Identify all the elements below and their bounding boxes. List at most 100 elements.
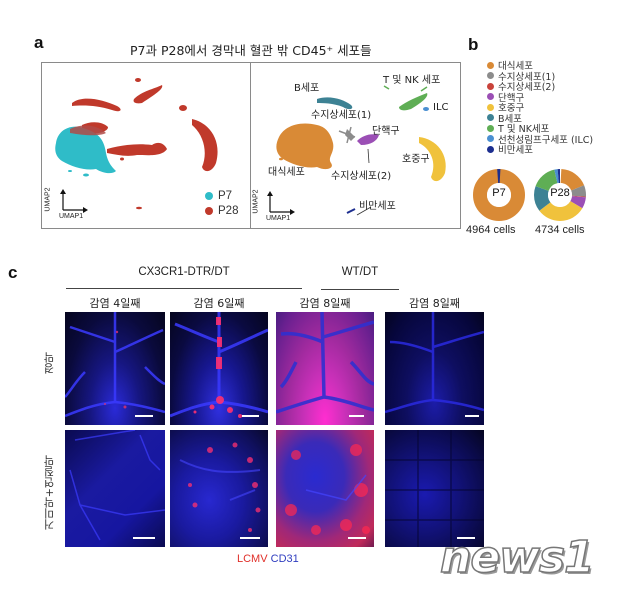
- umap-left-y-label: UMAP2: [44, 187, 52, 212]
- column-header-day6: 감염 6일째: [193, 297, 245, 310]
- umap-left-scatter: [55, 78, 218, 210]
- row-label-arachnoid-pia: 거미막+연질막: [43, 455, 56, 531]
- legend-item-neutrophil: 호중구: [487, 102, 593, 115]
- stain-legend: LCMV CD31: [237, 553, 299, 565]
- vessel-pattern: [69, 430, 165, 541]
- scale-bar: [457, 537, 475, 539]
- umap-right-x-label: UMAP1: [266, 215, 291, 222]
- cluster-label-monocyte: 단핵구: [372, 126, 400, 137]
- vessel-pattern: [276, 312, 374, 414]
- legend-label: 선천성림프구세포 (ILC): [498, 134, 594, 146]
- umap-divider: [250, 62, 251, 229]
- legend-label: P28: [218, 204, 239, 217]
- cluster-label-macrophage: 대식세포: [268, 167, 305, 178]
- micrograph-leptomeninges-day6: [170, 430, 268, 547]
- cell-count-p7: 4964 cells: [466, 224, 516, 236]
- umap-left-legend: P7 P28: [205, 188, 238, 218]
- umap-right-scatter: [276, 85, 446, 216]
- legend-label: T 및 NK세포: [498, 124, 550, 136]
- micrograph-dura-day6: [170, 312, 268, 425]
- legend-item-t-nk: T 및 NK세포: [487, 123, 593, 136]
- panel-c-letter: c: [8, 263, 18, 282]
- column-header-day8: 감염 8일째: [299, 297, 351, 310]
- cluster-label-dc2: 수지상세포(2): [331, 171, 392, 182]
- panel-b-letter: b: [468, 35, 479, 54]
- row-label-dura: 경막: [43, 352, 56, 374]
- donut-center-label-p28: P28: [550, 187, 570, 199]
- scale-bar: [242, 415, 259, 417]
- cluster-label-t-nk: T 및 NK 세포: [383, 75, 441, 86]
- legend-dot-icon: [487, 61, 494, 69]
- vessel-pattern: [179, 442, 261, 532]
- cluster-label-mast: 비만세포: [359, 201, 396, 212]
- legend-dot-icon: [487, 72, 494, 80]
- legend-dot-icon: [487, 93, 494, 101]
- legend-label: 비만세포: [498, 145, 533, 157]
- legend-item-dc2: 수지상세포(2): [487, 81, 593, 94]
- micrograph-dura-day8: [276, 312, 374, 425]
- group-underline-cx3cr1: [66, 288, 302, 289]
- donut-center-label-p7: P7: [492, 187, 506, 199]
- legend-label: 대식세포: [498, 61, 533, 73]
- legend-item-macrophage: 대식세포: [487, 60, 593, 73]
- stain-cd31-label: CD31: [270, 553, 299, 565]
- cluster-label-dc1: 수지상세포(1): [311, 110, 372, 121]
- group-underline-wt: [321, 289, 399, 290]
- micrograph-wt-dura-day8: [385, 312, 484, 425]
- donut-chart-p28: [534, 169, 586, 221]
- legend-dot-icon: [487, 124, 494, 132]
- umap-left-axes-arrows: [60, 189, 88, 213]
- umap-right-axes-arrows: [267, 191, 295, 215]
- micrograph-dura-day4: [65, 312, 165, 425]
- legend-dot-icon: [487, 135, 494, 143]
- legend-dot-icon: [487, 103, 494, 111]
- scale-bar: [348, 537, 366, 539]
- legend-item-monocyte: 단핵구: [487, 92, 593, 104]
- legend-dot-icon: [487, 114, 494, 122]
- micrograph-leptomeninges-day4: [65, 430, 165, 547]
- legend-item-b-cells: B세포: [487, 113, 593, 125]
- umap-left-x-label: UMAP1: [59, 213, 84, 220]
- legend-item-dc1: 수지상세포(1): [487, 71, 593, 83]
- legend-dot-icon: [487, 82, 494, 90]
- micrograph-leptomeninges-day8: [276, 430, 374, 547]
- tile-grid-pattern: [385, 430, 484, 547]
- scale-bar: [133, 537, 155, 539]
- vessel-pattern: [385, 312, 484, 414]
- scale-bar: [240, 537, 260, 539]
- legend-item-p7: P7: [205, 188, 238, 203]
- scale-bar: [465, 415, 479, 417]
- legend-item-ilc: 선천성림프구세포 (ILC): [487, 134, 594, 146]
- legend-label: 호중구: [498, 103, 525, 115]
- vessel-pattern: [65, 312, 165, 418]
- cell-count-p28: 4734 cells: [535, 224, 585, 236]
- vessel-pattern: [170, 312, 268, 418]
- stain-lcmv-label: LCMV: [237, 553, 268, 565]
- legend-label: 단핵구: [498, 92, 525, 104]
- umap-right-y-label: UMAP2: [252, 189, 260, 214]
- micrograph-wt-leptomeninges-day8: [385, 430, 484, 547]
- legend-label: B세포: [498, 113, 522, 125]
- column-header-wt-day8: 감염 8일째: [409, 297, 460, 310]
- donut-chart-p7: [473, 169, 525, 221]
- scale-bar: [349, 415, 364, 417]
- vessel-pattern: [285, 444, 370, 535]
- cluster-label-b-cells: B세포: [294, 83, 320, 94]
- legend-label: 수지상세포(1): [498, 71, 556, 83]
- legend-dot-icon: [205, 206, 213, 215]
- cluster-label-ilc: ILC: [433, 102, 449, 113]
- legend-label: 수지상세포(2): [498, 82, 556, 94]
- panel-b-legend: 대식세포 수지상세포(1) 수지상세포(2) 단핵구 호중구 B세포 T 및 N…: [487, 60, 594, 157]
- panel-a-letter: a: [34, 33, 44, 52]
- umap-figure-frame: [41, 62, 461, 229]
- legend-dot-icon: [487, 145, 494, 153]
- group-header-cx3cr1: CX3CR1-DTR/DT: [138, 266, 230, 278]
- cluster-label-neutrophil: 호중구: [402, 154, 430, 165]
- legend-item-mast: 비만세포: [487, 144, 593, 157]
- column-header-day4: 감염 4일째: [89, 297, 141, 310]
- legend-dot-icon: [205, 191, 213, 200]
- panel-a-title: P7과 P28에서 경막내 혈관 밖 CD45⁺ 세포들: [130, 43, 372, 58]
- scale-bar: [135, 415, 153, 417]
- legend-label: P7: [218, 189, 233, 202]
- legend-item-p28: P28: [205, 203, 238, 218]
